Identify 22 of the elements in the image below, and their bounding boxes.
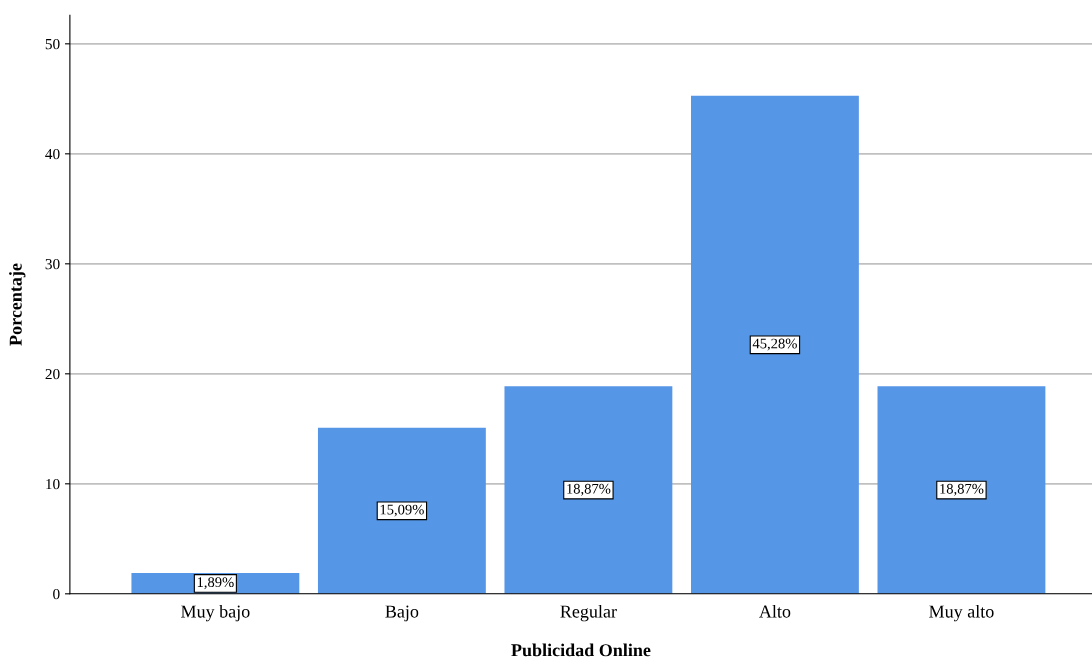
x-tick-label: Muy alto — [929, 604, 994, 622]
data-label: 45,28% — [752, 338, 797, 351]
x-tick-label: Bajo — [385, 605, 419, 622]
y-tick-label: 10 — [46, 478, 60, 490]
y-tick-label: 0 — [53, 588, 60, 600]
data-label: 18,87% — [940, 483, 984, 496]
bar — [504, 386, 673, 594]
x-tick-label: Regular — [560, 604, 617, 622]
y-tick-label: 30 — [45, 258, 60, 270]
x-tick-label: Muy bajo — [181, 604, 250, 622]
y-tick-label: 20 — [45, 368, 60, 380]
bar — [690, 95, 859, 594]
x-axis-title: Publicidad Online — [511, 643, 651, 657]
data-label: 1,89% — [197, 577, 234, 590]
bar — [317, 427, 486, 594]
y-tick-label: 40 — [45, 148, 60, 160]
y-tick-label: 50 — [45, 38, 60, 50]
y-axis-title: Porcentaje — [9, 263, 26, 346]
bar — [877, 386, 1046, 594]
x-tick-label: Alto — [759, 604, 791, 618]
data-label: 18,87% — [567, 483, 611, 496]
data-label: 15,09% — [380, 504, 424, 517]
